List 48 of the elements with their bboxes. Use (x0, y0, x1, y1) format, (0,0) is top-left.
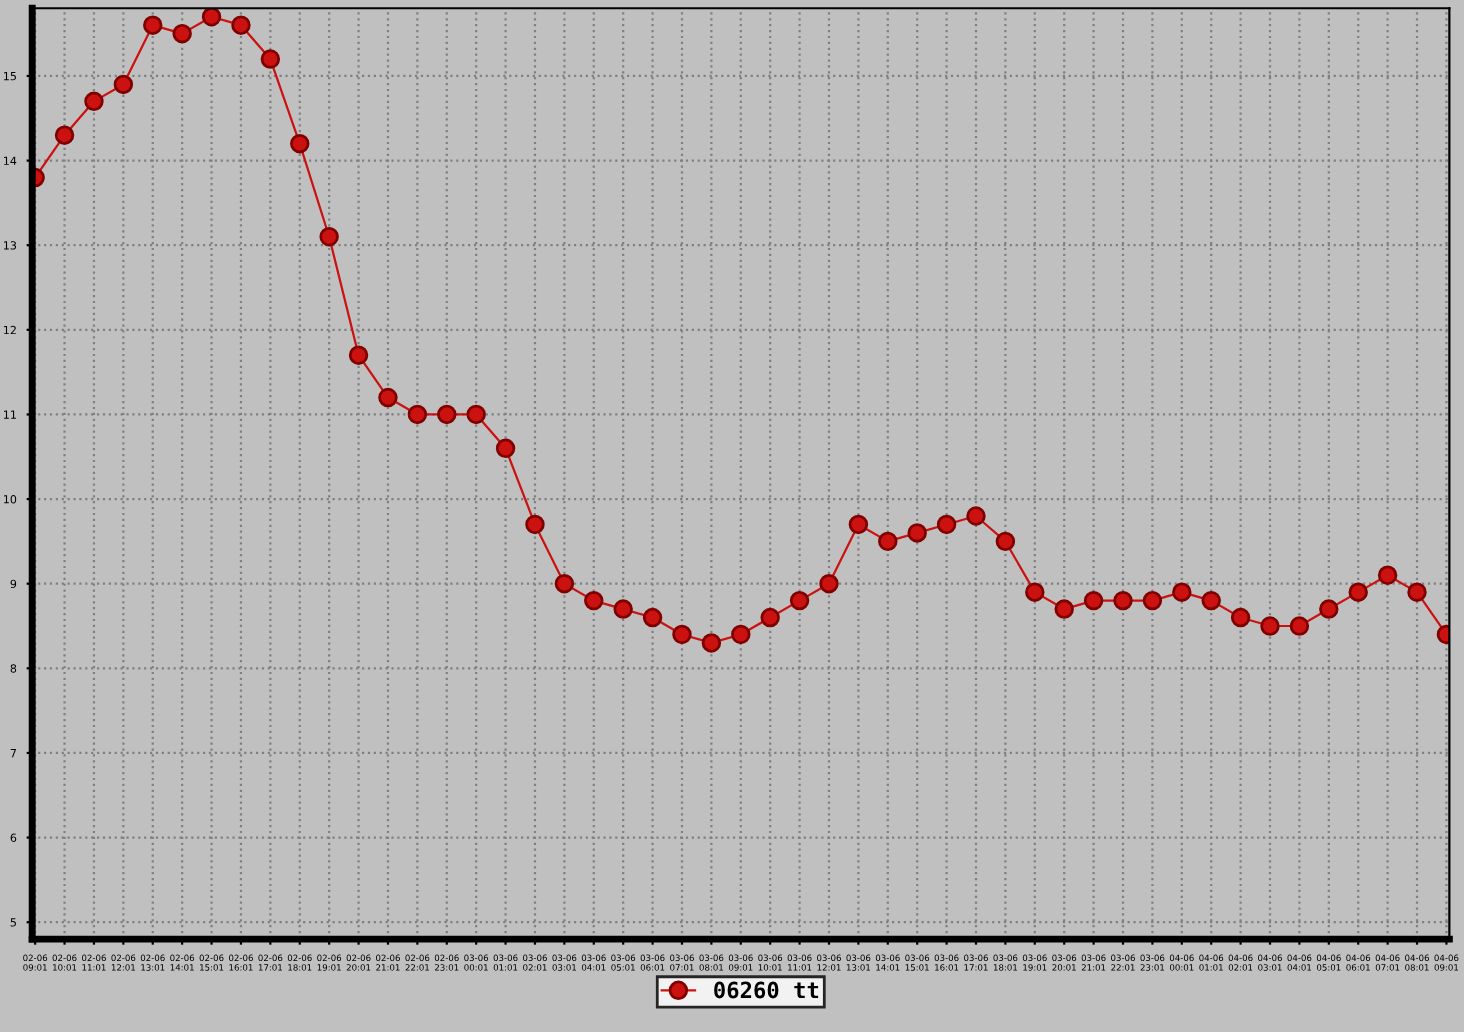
point (584, 590, 604, 611)
point (1230, 607, 1251, 628)
point (319, 227, 339, 247)
point (760, 607, 780, 628)
point (1172, 582, 1192, 602)
point (143, 15, 163, 35)
point (1348, 582, 1368, 602)
point (1083, 590, 1104, 611)
point (348, 345, 369, 365)
point (1289, 616, 1310, 636)
point (172, 23, 192, 44)
point (642, 607, 663, 628)
point (1201, 590, 1221, 611)
point (613, 599, 633, 619)
point (1407, 582, 1427, 602)
point (231, 15, 251, 35)
point (495, 438, 516, 459)
point (437, 404, 457, 425)
point (525, 514, 545, 535)
point (1025, 582, 1045, 602)
point (966, 506, 986, 526)
point (819, 573, 839, 594)
point (995, 531, 1016, 552)
point (201, 8, 222, 27)
point (1054, 599, 1074, 619)
point (113, 74, 134, 95)
point (848, 514, 869, 535)
point (407, 404, 428, 425)
point (1377, 565, 1398, 585)
point (936, 514, 957, 535)
point (701, 633, 722, 653)
point (260, 49, 281, 69)
point (84, 91, 104, 112)
point (1142, 590, 1163, 611)
point (54, 125, 75, 145)
point (378, 387, 398, 408)
point (789, 590, 810, 611)
point (878, 531, 898, 552)
point (731, 624, 751, 645)
point (907, 523, 927, 543)
point (290, 133, 310, 154)
point (672, 624, 692, 645)
point (554, 573, 575, 594)
point (1113, 590, 1133, 611)
point (466, 404, 486, 425)
legend-label: 06260 tt (714, 981, 819, 999)
point (1260, 616, 1280, 636)
point (1319, 599, 1339, 619)
